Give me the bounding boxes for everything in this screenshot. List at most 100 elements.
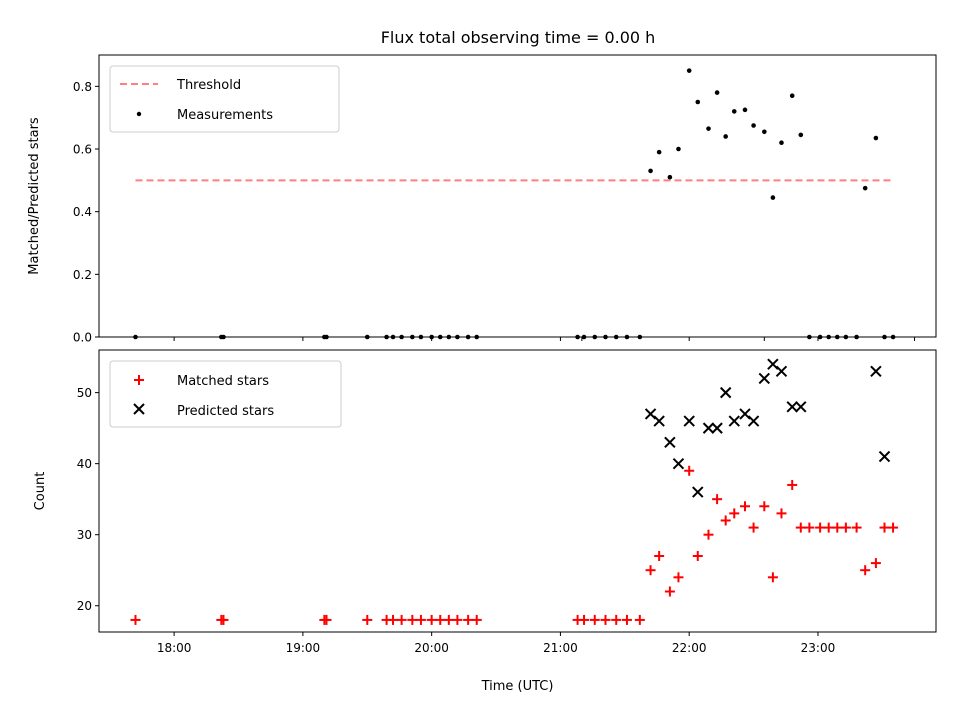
matched-star-point — [362, 614, 373, 625]
predicted-star-point — [878, 450, 891, 463]
predicted-star-point — [728, 415, 740, 427]
matched-star-point — [396, 614, 407, 625]
bottom-y-tick-label: 30 — [77, 528, 92, 542]
measurement-point — [862, 185, 868, 191]
predicted-star-point-b — [683, 415, 695, 427]
top-axes-frame — [98, 54, 937, 338]
matched-star-point — [579, 614, 590, 625]
bottom-y-axis-label: Count — [33, 472, 48, 511]
x-tick-label: 21:00 — [543, 641, 578, 655]
matched-star-point — [621, 614, 632, 625]
bottom-x-ticks: 18:00 19:00 20:00 21:00 22:00 23:00 — [157, 632, 835, 655]
matched-star-point — [767, 572, 778, 583]
matched-star-point — [787, 479, 798, 490]
matched-star-point — [703, 529, 714, 540]
legend-label-measurements: Measurements — [177, 108, 273, 123]
predicted-star-point-b — [664, 436, 676, 449]
measurements-series — [133, 68, 896, 340]
predicted-star-point-b — [758, 372, 771, 385]
predicted-star-point — [739, 408, 751, 420]
x-tick-label: 20:00 — [414, 641, 449, 655]
top-legend-box — [109, 65, 340, 133]
x-tick-label: 22:00 — [672, 641, 707, 655]
measurement-point — [648, 168, 653, 174]
bottom-y-ticks: 20 30 40 50 — [77, 386, 99, 613]
legend-label-matched: Matched stars — [177, 374, 269, 389]
measurement-point — [751, 123, 756, 128]
matched-star-point — [729, 508, 740, 519]
x-axis-label: Time (UTC) — [481, 679, 554, 694]
measurement-point — [723, 134, 728, 139]
predicted-star-point-b — [728, 415, 740, 427]
bottom-legend-box — [109, 360, 342, 428]
top-y-tick-label: 0.0 — [73, 331, 92, 345]
predicted-star-point-b — [672, 457, 685, 470]
bottom-legend: Matched stars Predicted stars — [109, 360, 342, 428]
predicted-star-point — [672, 457, 685, 470]
predicted-star-point-b — [711, 422, 723, 434]
bottom-y-tick-label: 40 — [77, 457, 92, 471]
measurement-point — [762, 129, 767, 135]
legend-x-marker — [133, 403, 145, 415]
matched-star-point — [130, 614, 141, 625]
measurement-point — [686, 68, 692, 73]
predicted-star-point — [795, 401, 807, 413]
legend-x-marker-b — [133, 403, 145, 415]
top-x-ticks — [173, 337, 916, 341]
matched-star-point — [645, 565, 656, 576]
measurement-point — [873, 135, 879, 141]
predicted-star-point — [747, 415, 760, 427]
matched-star-point — [611, 614, 622, 625]
matched-star-point — [664, 586, 675, 597]
x-tick-label: 18:00 — [157, 641, 192, 655]
matched-star-point — [720, 515, 731, 526]
legend-label-predicted: Predicted stars — [177, 404, 274, 419]
predicted-star-point-b — [644, 408, 657, 420]
matched-star-point — [815, 522, 826, 533]
matched-star-point — [443, 614, 454, 625]
predicted-star-point-b — [739, 408, 751, 420]
matched-star-point — [860, 565, 871, 576]
predicted-star-point — [653, 415, 665, 427]
matched-star-point — [452, 614, 463, 625]
chart-title: Flux total observing time = 0.00 h — [381, 28, 656, 47]
predicted-star-point — [719, 386, 732, 399]
predicted-star-point — [702, 422, 715, 434]
matched-star-point — [795, 522, 806, 533]
predicted-star-point-b — [719, 386, 732, 399]
matched-star-point — [654, 550, 665, 561]
predicted-star-point-b — [692, 486, 704, 498]
legend-predicted-swatch — [133, 403, 145, 415]
bottom-axes-frame — [98, 349, 937, 633]
measurement-point — [742, 107, 748, 113]
predicted-star-point — [644, 408, 657, 420]
matched-star-point — [589, 614, 600, 625]
predicted-star-point — [683, 415, 695, 427]
matched-star-point — [673, 572, 684, 583]
matched-stars-series — [130, 465, 899, 625]
ratio-panel: 0.00.20.40.60.8 Matched/Predicted stars … — [27, 54, 937, 345]
matched-star-point — [739, 501, 750, 512]
measurement-point — [779, 140, 784, 146]
matched-star-point — [804, 522, 815, 533]
predicted-star-point-b — [786, 401, 798, 413]
matched-star-point — [435, 614, 446, 625]
matched-star-point — [776, 508, 787, 519]
matched-star-point — [748, 522, 759, 533]
matched-star-point — [823, 522, 834, 533]
predicted-star-point — [775, 365, 788, 378]
predicted-star-point — [786, 401, 798, 413]
top-y-tick-label: 0.4 — [73, 205, 92, 219]
matched-star-point — [684, 465, 695, 476]
matched-star-point — [879, 522, 890, 533]
predicted-star-point-b — [702, 422, 715, 434]
matched-star-point — [888, 522, 899, 533]
legend-plus-marker — [134, 375, 144, 385]
predicted-star-point-b — [878, 450, 891, 463]
bottom-y-tick-label: 20 — [77, 599, 92, 613]
matched-star-point — [600, 614, 611, 625]
matched-star-point — [388, 614, 399, 625]
measurement-point — [656, 149, 662, 155]
